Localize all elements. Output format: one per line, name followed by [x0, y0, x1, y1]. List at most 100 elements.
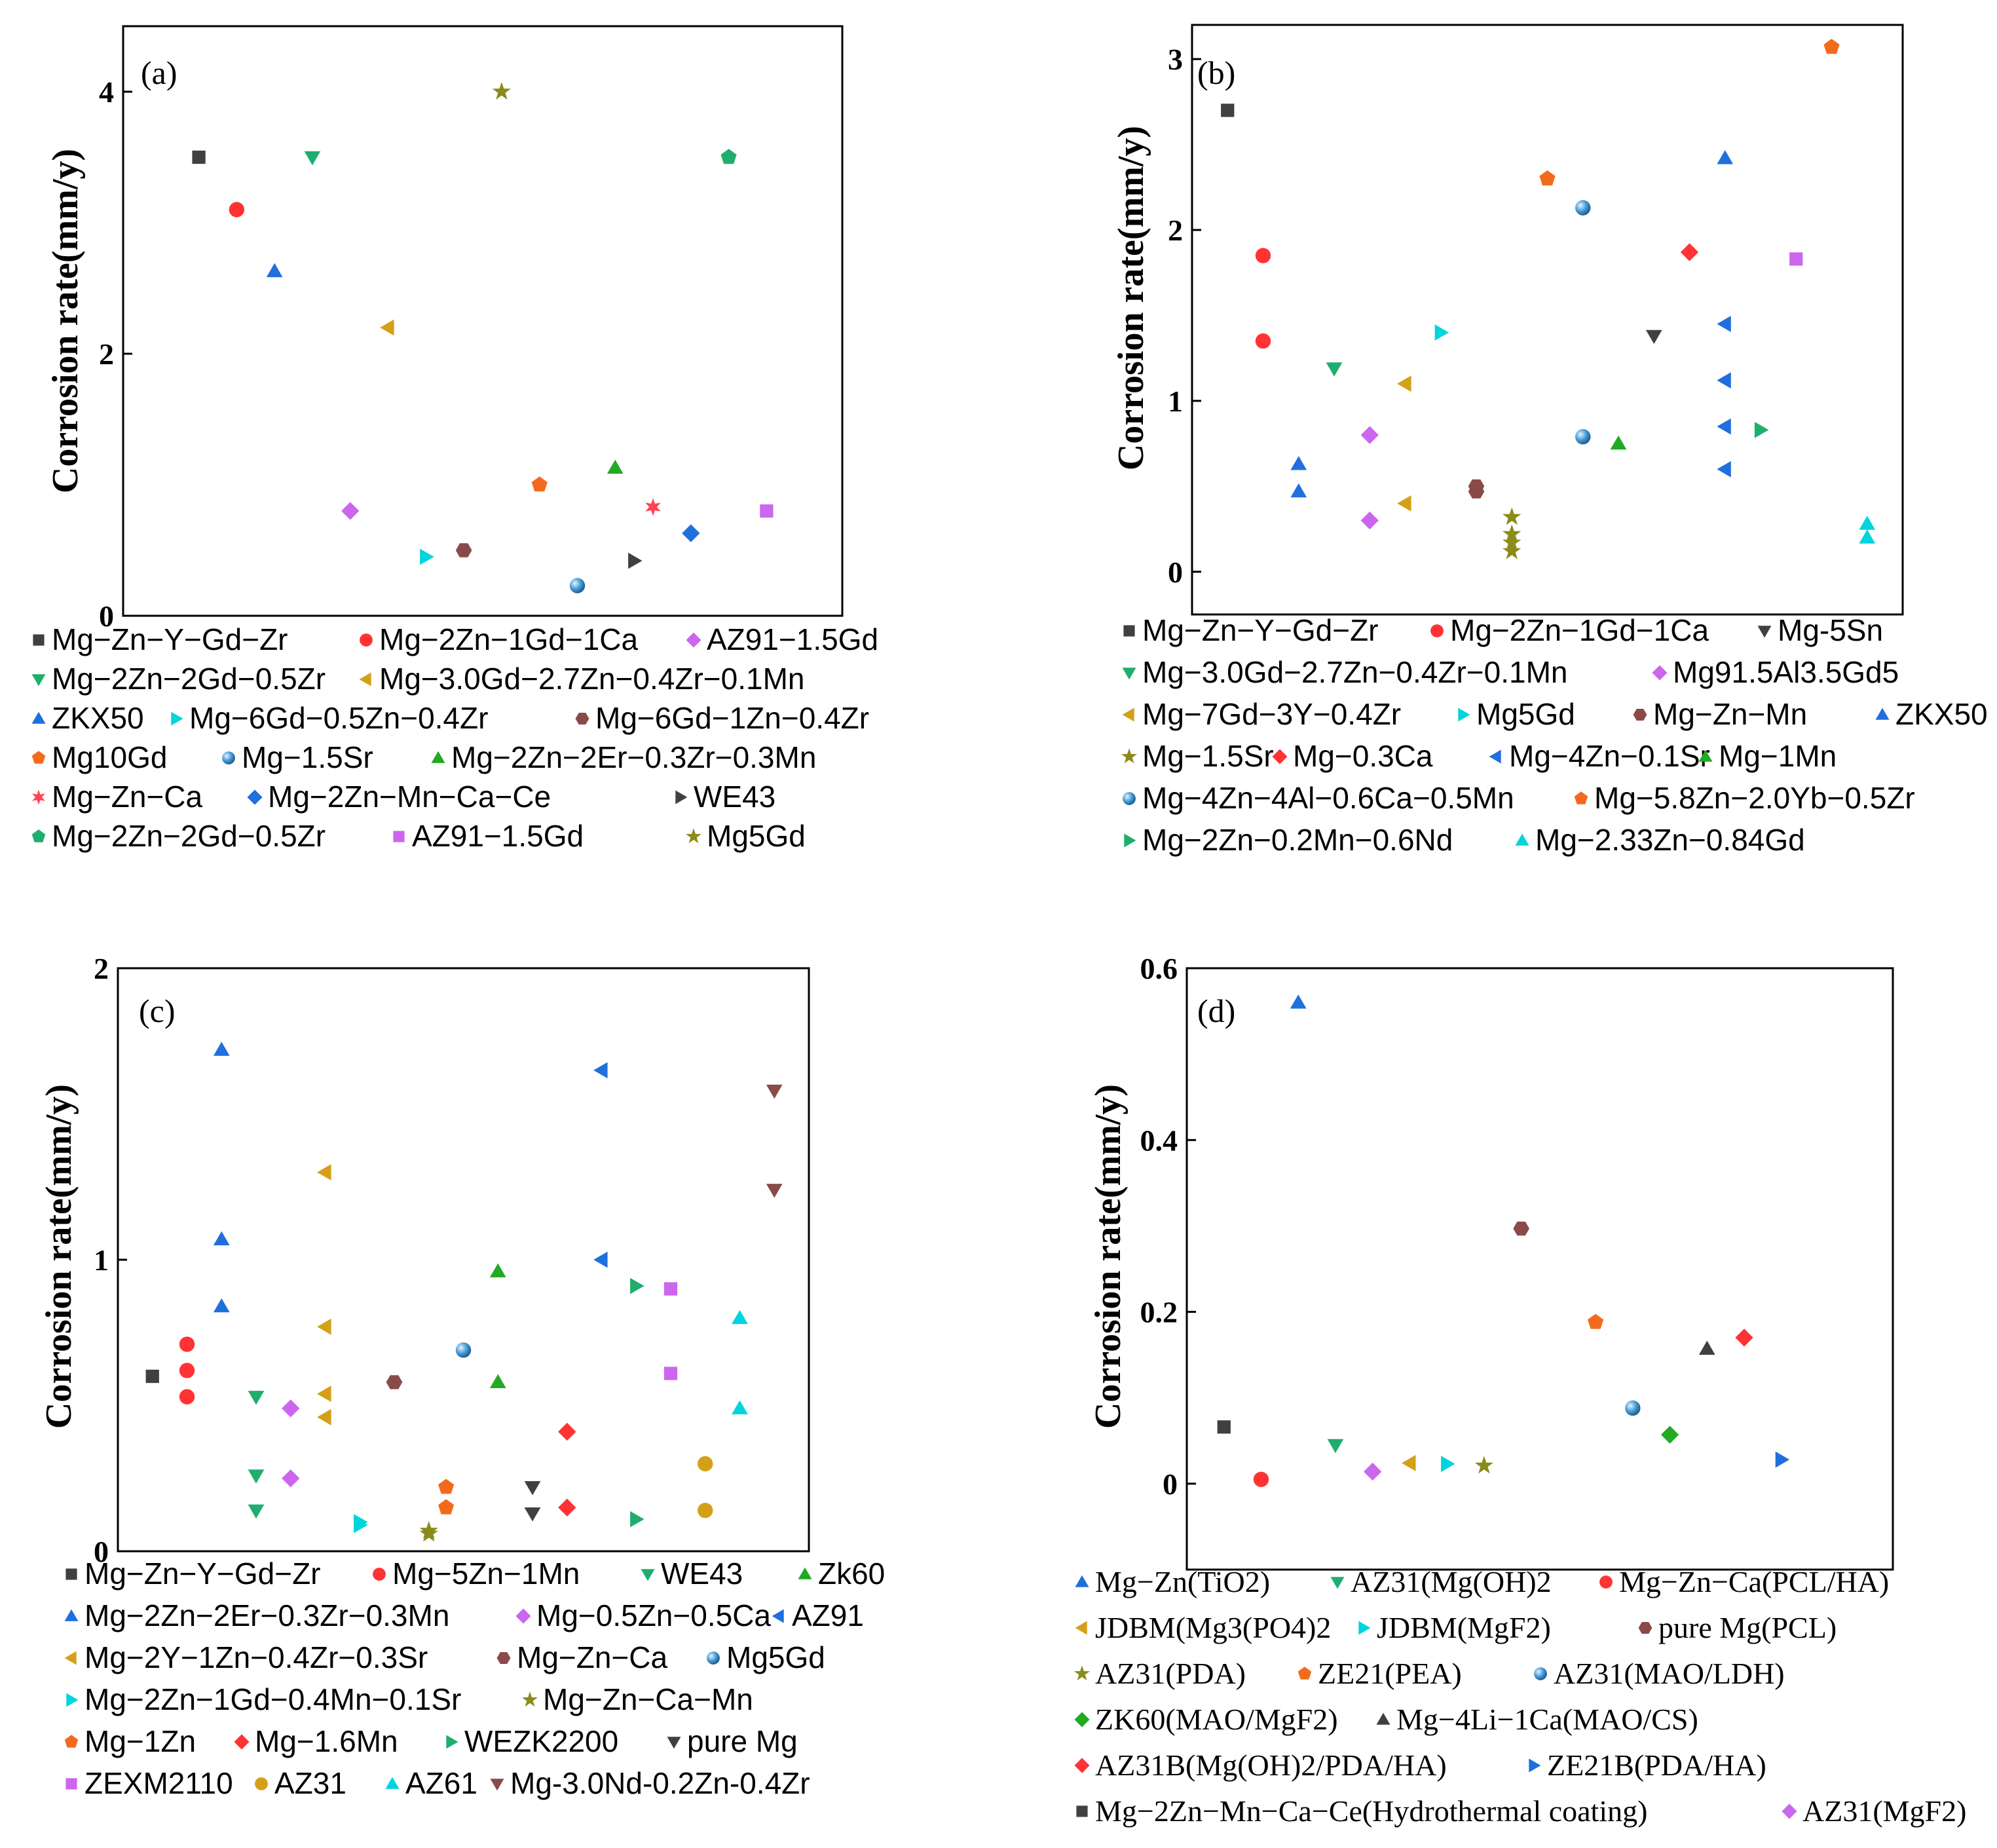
- legend-marker: [32, 789, 45, 805]
- legend-label: Mg−2Zn−Mn−Ca−Ce(Hydrothermal coating): [1095, 1794, 1647, 1828]
- legend-marker: [686, 632, 701, 648]
- legend-marker: [1122, 707, 1134, 722]
- data-point: [1859, 529, 1876, 544]
- data-point: [1754, 421, 1769, 438]
- data-point: [720, 149, 737, 164]
- legend-label: AZ91−1.5Gd: [707, 622, 878, 656]
- y-axis-label: Corrosion rate(mm/y): [45, 149, 86, 493]
- legend-marker: [1124, 833, 1136, 848]
- y-tick-label: 0: [94, 1535, 109, 1568]
- legend-label: ZKX50: [1895, 697, 1988, 731]
- plot-frame: [1185, 967, 1894, 1571]
- data-point: [732, 1310, 748, 1325]
- data-point: [1397, 495, 1411, 512]
- y-tick-label: 0: [99, 599, 114, 633]
- legend-label: AZ91−1.5Gd: [412, 819, 584, 853]
- data-point: [1441, 1456, 1455, 1473]
- legend-marker: [1782, 1803, 1797, 1819]
- data-point: [1717, 418, 1731, 435]
- data-points: [1221, 39, 1876, 559]
- data-point: [419, 1524, 438, 1542]
- panel-b: (b) Corrosion rate(mm/y) 0 1 2 3 Mg−Zn−Y−Gd…: [1111, 24, 1988, 857]
- data-point: [1823, 39, 1840, 54]
- data-point: [1575, 428, 1591, 445]
- data-point: [145, 1369, 159, 1384]
- data-points: [1217, 994, 1790, 1487]
- y-tick-label: 1: [1168, 385, 1183, 418]
- legend-marker: [707, 1651, 720, 1665]
- legend-label: AZ31(Mg(OH)2: [1351, 1565, 1552, 1598]
- y-tick-label: 0: [1163, 1467, 1178, 1501]
- legend-marker: [385, 1777, 400, 1789]
- data-point: [1397, 375, 1411, 392]
- legend-marker: [1599, 1575, 1613, 1589]
- data-point: [1255, 248, 1271, 263]
- legend-marker: [171, 711, 183, 726]
- legend-marker: [359, 672, 371, 687]
- legend-marker: [1757, 626, 1772, 638]
- legend-marker: [1515, 833, 1529, 846]
- legend-label: Mg−1.5Sr: [1142, 739, 1274, 773]
- legend-label: ZEXM2110: [84, 1766, 233, 1800]
- legend-marker: [431, 751, 445, 763]
- legend-label: ZE21(PEA): [1318, 1657, 1462, 1690]
- legend-label: AZ31(MAO/LDH): [1554, 1657, 1785, 1690]
- legend-label: Mg−2Zn−2Gd−0.5Zr: [52, 662, 326, 696]
- data-point: [1513, 1221, 1529, 1236]
- panel-label: (b): [1197, 54, 1235, 91]
- legend-label: ZKX50: [52, 701, 144, 735]
- y-tick-label: 1: [94, 1243, 109, 1277]
- legend-label: Mg−2Zn−1Gd−0.4Mn−0.1Sr: [84, 1682, 461, 1716]
- data-point: [304, 151, 321, 166]
- data-point: [1502, 541, 1521, 559]
- y-axis-ticks: 0 1 2: [94, 952, 127, 1568]
- data-point: [438, 1499, 455, 1515]
- data-point: [317, 1408, 331, 1425]
- legend-label: Mg−4Zn−4Al−0.6Ca−0.5Mn: [1142, 781, 1514, 815]
- y-tick-label: 2: [94, 952, 109, 985]
- legend-label: Mg−1.6Mn: [255, 1724, 398, 1758]
- data-point: [455, 543, 472, 557]
- legend-marker: [1376, 1712, 1390, 1725]
- data-point: [558, 1498, 576, 1517]
- data-point: [282, 1469, 300, 1488]
- legend: Mg−Zn−Y−Gd−Zr Mg−2Zn−1Gd−1Ca AZ91−1.5Gd Mg−…: [31, 622, 878, 853]
- legend-label: Mg−3.0Gd−2.7Zn−0.4Zr−0.1Mn: [1142, 655, 1568, 689]
- legend-marker: [255, 1777, 268, 1790]
- data-point: [192, 150, 206, 164]
- legend-marker: [1638, 1622, 1652, 1634]
- data-point: [524, 1507, 541, 1522]
- y-tick-label: 0: [1168, 556, 1183, 589]
- data-point: [1645, 330, 1662, 345]
- data-point: [179, 1336, 195, 1352]
- panel-d: (d) Corrosion rate(mm/y) 0 0.2 0.4 0.6 Mg−Z…: [1074, 952, 1966, 1828]
- legend-label: AZ91: [792, 1598, 864, 1632]
- legend-label: AZ61: [405, 1766, 477, 1800]
- y-axis-label: Corrosion rate(mm/y): [39, 1084, 79, 1429]
- legend-label: Mg−6Gd−1Zn−0.4Zr: [595, 701, 869, 735]
- legend-marker: [1122, 668, 1136, 680]
- legend-label: Mg−2Zn−1Gd−1Ca: [379, 622, 639, 656]
- data-point: [1364, 1462, 1382, 1481]
- data-point: [282, 1399, 300, 1418]
- data-point: [213, 1231, 230, 1245]
- data-point: [1859, 516, 1876, 530]
- legend-label: WE43: [661, 1556, 743, 1591]
- legend-marker: [234, 1734, 250, 1750]
- legend-label: Mg-5Sn: [1778, 613, 1883, 647]
- legend-label: Mg−4Li−1Ca(MAO/CS): [1396, 1703, 1698, 1736]
- y-tick-label: 2: [1168, 214, 1183, 247]
- legend-marker: [1698, 749, 1713, 762]
- panel-label: (d): [1197, 992, 1235, 1029]
- legend-marker: [31, 751, 46, 764]
- legend-label: Mg10Gd: [52, 740, 167, 774]
- legend-marker: [393, 831, 405, 842]
- panel-c: (c) Corrosion rate(mm/y) 0 1 2 Mg−Zn−Y−Gd−…: [39, 952, 885, 1800]
- legend-marker: [522, 1691, 538, 1707]
- legend-marker: [1489, 749, 1501, 764]
- data-point: [663, 1367, 678, 1380]
- legend-marker: [64, 1735, 79, 1748]
- data-point: [341, 502, 360, 520]
- y-axis-label: Corrosion rate(mm/y): [1111, 126, 1151, 470]
- data-point: [607, 459, 624, 474]
